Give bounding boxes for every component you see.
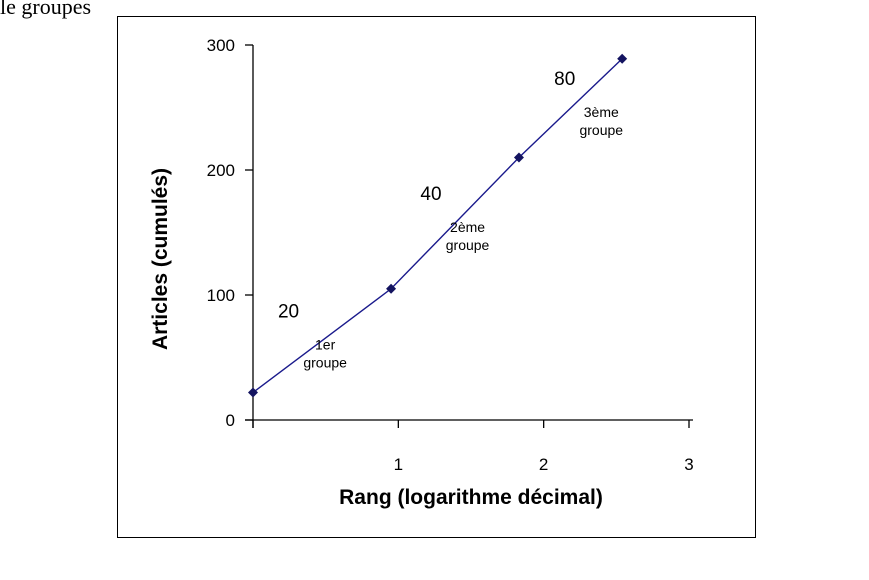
x-axis-title: Rang (logarithme décimal) xyxy=(339,486,603,509)
x-tick-label: 1 xyxy=(394,455,403,474)
data-point-marker xyxy=(386,283,397,294)
annotation-number: 40 xyxy=(420,184,441,205)
data-point-marker xyxy=(617,53,628,64)
y-tick-label: 200 xyxy=(207,161,235,180)
caption-fragment: le groupes xyxy=(0,0,92,19)
y-axis-title: Articles (cumulés) xyxy=(149,168,172,350)
data-point-marker xyxy=(513,152,524,163)
series-line xyxy=(252,58,623,394)
ticks: 0 100 200 300 1 2 3 xyxy=(207,36,694,474)
annotation-group-label: 1er xyxy=(315,336,336,352)
y-tick-label: 0 xyxy=(226,411,235,430)
x-tick-label: 2 xyxy=(539,455,548,474)
annotation-number: 20 xyxy=(278,301,299,322)
annotation-group-label: groupe xyxy=(579,122,623,138)
annotation-group-label: groupe xyxy=(303,354,347,370)
annotation-group-label: 3ème xyxy=(584,104,619,120)
series xyxy=(248,53,628,398)
data-point-marker xyxy=(248,387,258,398)
chart-frame xyxy=(117,16,756,538)
annotation-number: 80 xyxy=(554,69,575,90)
annotation-group-label: groupe xyxy=(446,237,490,253)
annotation-group-label: 2ème xyxy=(450,219,485,235)
y-tick-label: 300 xyxy=(207,36,235,55)
annotations: 20 1er groupe 40 2ème groupe 80 3ème groupe xyxy=(278,69,623,371)
x-tick-label: 3 xyxy=(684,455,693,474)
axes xyxy=(245,45,693,428)
y-tick-label: 100 xyxy=(207,286,235,305)
